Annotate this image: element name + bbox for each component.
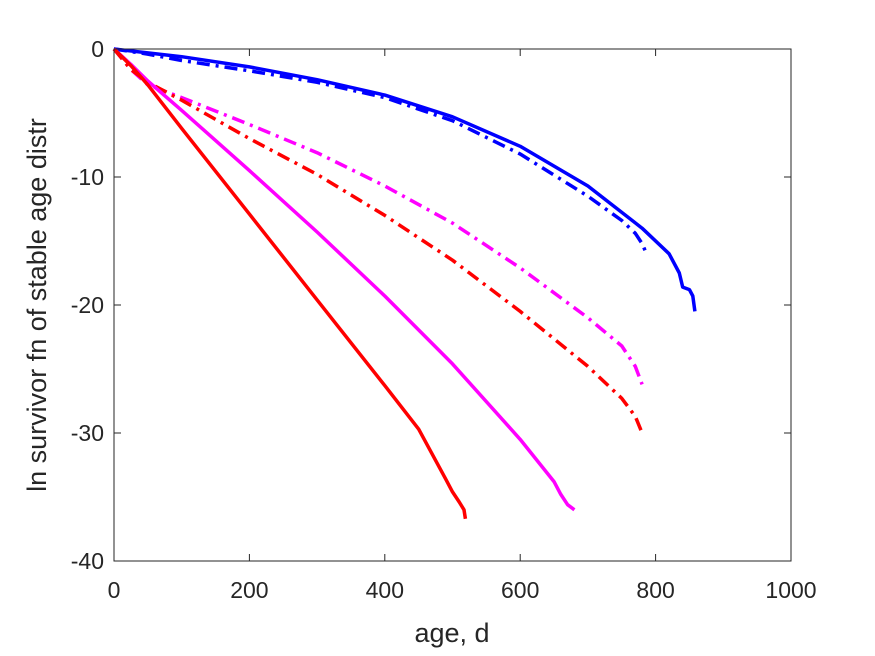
y-axis-label: ln survivor fn of stable age distr <box>22 118 52 492</box>
y-tick-label: -10 <box>71 164 104 190</box>
y-tick-label: -40 <box>71 548 104 574</box>
x-tick-label: 0 <box>108 577 121 603</box>
x-tick-label: 400 <box>366 577 404 603</box>
series-layer <box>112 47 697 520</box>
series-line-3 <box>112 47 644 386</box>
tick-layer: 0 200 400 600 800 1000 0 -10 -20 -30 -40 <box>71 36 817 603</box>
series-line-2 <box>113 47 648 252</box>
series-line-5 <box>112 47 576 512</box>
series-line-6 <box>112 47 468 520</box>
x-tick-label: 200 <box>230 577 268 603</box>
series-line-1 <box>113 47 697 312</box>
y-tick-label: -20 <box>71 292 104 318</box>
y-tick-label: 0 <box>91 36 104 62</box>
y-tick-label: -30 <box>71 420 104 446</box>
x-axis-label: age, d <box>414 618 489 648</box>
x-tick-label: 1000 <box>765 577 816 603</box>
x-tick-label: 600 <box>501 577 539 603</box>
plot-area-frame <box>113 48 792 562</box>
x-tick-label: 800 <box>636 577 674 603</box>
